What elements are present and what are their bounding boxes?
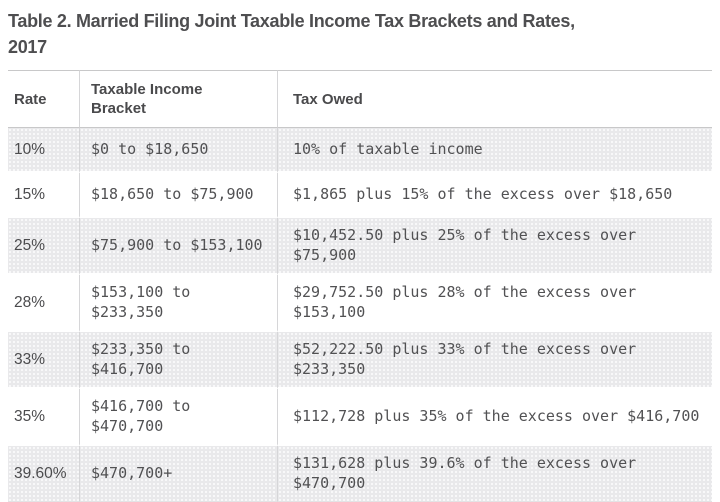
rate-cell: 35% [8, 389, 79, 446]
bracket-cell: $416,700 to $470,700 [79, 389, 277, 446]
table-row: 39.60% $470,700+ $131,628 plus 39.6% of … [8, 446, 712, 502]
table-row: 35% $416,700 to $470,700 $112,728 plus 3… [8, 389, 712, 446]
tax-owed-cell: $1,865 plus 15% of the excess over $18,6… [277, 173, 712, 218]
bracket-cell: $75,900 to $153,100 [79, 218, 277, 275]
bracket-cell: $470,700+ [79, 446, 277, 502]
table-title-line2: 2017 [8, 37, 47, 57]
column-header-bracket: Taxable Income Bracket [79, 70, 277, 128]
table-row: 33% $233,350 to $416,700 $52,222.50 plus… [8, 332, 712, 389]
column-header-tax-owed: Tax Owed [277, 70, 712, 128]
rate-cell: 28% [8, 275, 79, 332]
table-header-row: Rate Taxable Income Bracket Tax Owed [8, 70, 712, 128]
tax-owed-cell: 10% of taxable income [277, 128, 712, 173]
tax-owed-cell: $131,628 plus 39.6% of the excess over $… [277, 446, 712, 502]
bracket-cell: $18,650 to $75,900 [79, 173, 277, 218]
table-title: Table 2. Married Filing Joint Taxable In… [8, 8, 712, 60]
rate-cell: 25% [8, 218, 79, 275]
tax-owed-cell: $10,452.50 plus 25% of the excess over $… [277, 218, 712, 275]
table-row: 25% $75,900 to $153,100 $10,452.50 plus … [8, 218, 712, 275]
bracket-cell: $153,100 to $233,350 [79, 275, 277, 332]
bracket-cell: $0 to $18,650 [79, 128, 277, 173]
rate-cell: 10% [8, 128, 79, 173]
table-row: 15% $18,650 to $75,900 $1,865 plus 15% o… [8, 173, 712, 218]
table-row: 28% $153,100 to $233,350 $29,752.50 plus… [8, 275, 712, 332]
tax-owed-cell: $112,728 plus 35% of the excess over $41… [277, 389, 712, 446]
bracket-cell: $233,350 to $416,700 [79, 332, 277, 389]
tax-brackets-table: Rate Taxable Income Bracket Tax Owed 10%… [8, 70, 712, 502]
rate-cell: 15% [8, 173, 79, 218]
tax-owed-cell: $52,222.50 plus 33% of the excess over $… [277, 332, 712, 389]
rate-cell: 39.60% [8, 446, 79, 502]
table-row: 10% $0 to $18,650 10% of taxable income [8, 128, 712, 173]
column-header-rate: Rate [8, 70, 79, 128]
table-title-line1: Table 2. Married Filing Joint Taxable In… [8, 11, 575, 31]
rate-cell: 33% [8, 332, 79, 389]
tax-owed-cell: $29,752.50 plus 28% of the excess over $… [277, 275, 712, 332]
